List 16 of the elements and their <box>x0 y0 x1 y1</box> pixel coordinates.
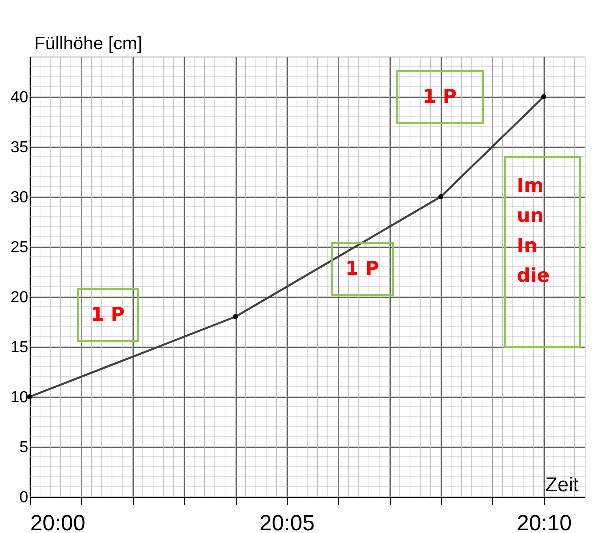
y-tick-label: 40 <box>10 90 29 106</box>
x-tick-label: 20:10 <box>516 510 572 533</box>
x-tick-label: 20:05 <box>260 510 315 533</box>
y-tick-label: 25 <box>10 240 29 256</box>
y-tick-label: 5 <box>20 440 29 456</box>
x-tick-label: 20:00 <box>30 510 86 533</box>
annotation: 1 P <box>91 304 125 326</box>
y-tick-label: 10 <box>10 390 29 406</box>
y-tick-label: 30 <box>10 190 29 206</box>
y-tick-label: 20 <box>10 290 29 306</box>
annotation: 1 P <box>346 258 380 280</box>
y-tick-label: 15 <box>10 340 29 356</box>
y-axis-title: Füllhöhe [cm] <box>34 34 143 54</box>
y-tick-label: 35 <box>10 140 29 156</box>
x-axis-title: Zeit <box>546 474 580 496</box>
y-tick-label: 0 <box>20 490 29 506</box>
